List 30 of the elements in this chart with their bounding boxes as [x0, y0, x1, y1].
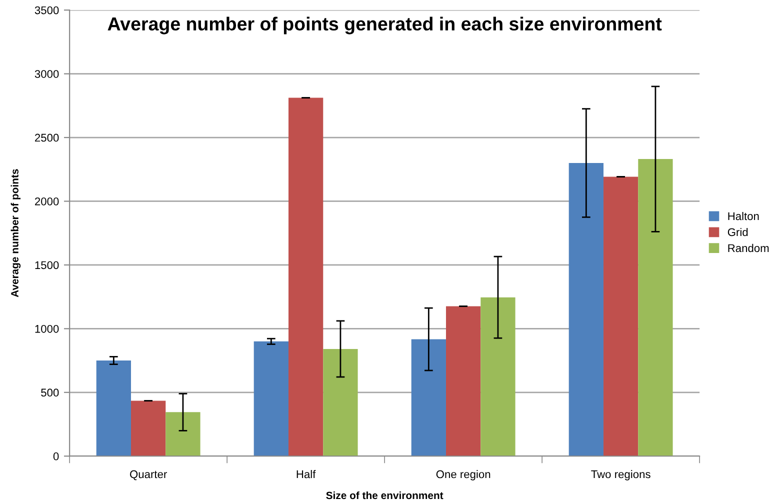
y-tick-label: 2500	[34, 134, 59, 142]
y-tick-label: 0	[53, 452, 59, 460]
bar	[480, 297, 516, 456]
bar	[446, 306, 481, 456]
x-tick-label: One region	[436, 470, 490, 480]
legend-label: Random	[728, 244, 769, 252]
x-tick-label: Quarter	[130, 470, 167, 480]
y-tick-label: 1000	[35, 324, 59, 333]
x-axis-title: Size of the environment	[326, 491, 444, 500]
legend-label: Grid	[728, 228, 748, 236]
bar	[96, 360, 131, 456]
legend-label: Halton	[728, 212, 759, 220]
bar	[568, 163, 604, 456]
y-tick-label: 3500	[34, 6, 59, 14]
y-tick-label: 3000	[34, 70, 59, 78]
bar	[411, 339, 446, 456]
bar	[166, 412, 200, 456]
bar	[254, 341, 288, 456]
x-tick-label: Half	[296, 470, 316, 478]
y-tick-label: 2000	[34, 198, 59, 206]
y-axis-title: Average number of points	[10, 169, 21, 298]
bar	[603, 176, 638, 456]
bar	[638, 159, 673, 456]
y-tick-label: 1500	[35, 261, 59, 270]
y-tick-label: 500	[41, 388, 59, 397]
chart-title: Average number of points generated in each size environment	[108, 16, 662, 34]
bar	[130, 400, 166, 456]
bar	[288, 98, 324, 456]
x-tick-label: Two regions	[591, 470, 650, 480]
bar	[323, 348, 358, 456]
